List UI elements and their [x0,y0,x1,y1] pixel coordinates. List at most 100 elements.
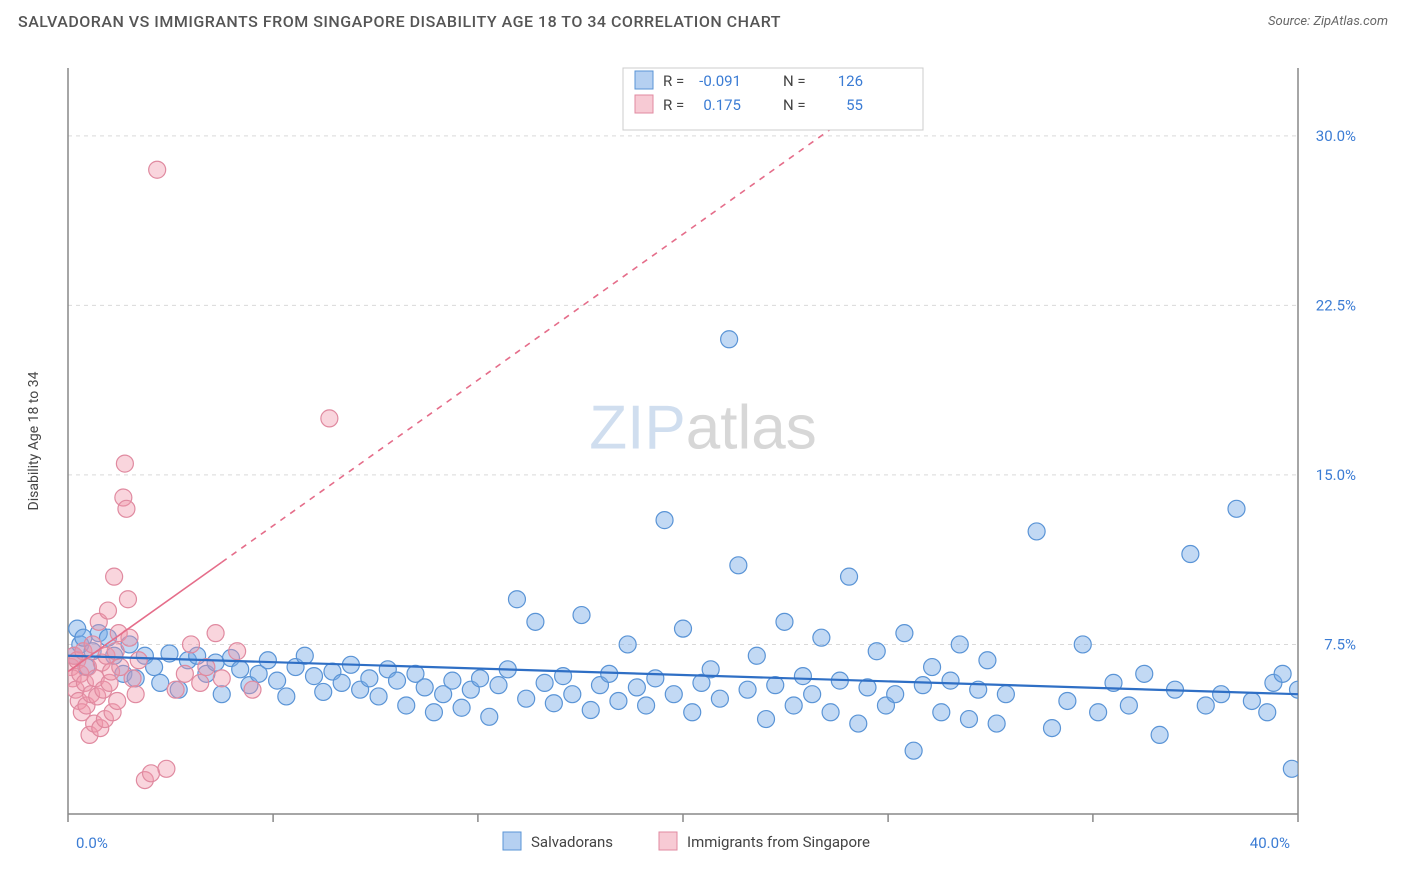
data-point-salvadorans [841,568,858,585]
data-point-salvadorans [979,652,996,669]
data-point-salvadorans [924,659,941,676]
stats-N-value-salvadorans: 126 [838,72,863,90]
data-point-salvadorans [960,711,977,728]
data-point-salvadorans [1059,692,1076,709]
data-point-salvadorans [306,668,323,685]
data-point-salvadorans [997,686,1014,703]
data-point-salvadorans [813,629,830,646]
bottom-swatch-singapore [659,832,677,850]
data-point-salvadorans [232,661,249,678]
data-point-salvadorans [389,672,406,689]
data-point-salvadorans [1283,760,1300,777]
data-point-singapore [119,591,136,608]
data-point-singapore [167,681,184,698]
data-point-salvadorans [785,697,802,714]
stats-R-label: R = [663,96,684,114]
data-point-salvadorans [684,704,701,721]
data-point-salvadorans [1028,523,1045,540]
data-point-salvadorans [1120,697,1137,714]
chart-title: SALVADORAN VS IMMIGRANTS FROM SINGAPORE … [18,12,781,31]
stats-N-label: N = [783,96,806,114]
data-point-salvadorans [758,711,775,728]
data-point-salvadorans [315,683,332,700]
data-point-singapore [118,500,135,517]
bottom-label-salvadorans: Salvadorans [531,833,613,851]
data-point-salvadorans [748,647,765,664]
data-point-salvadorans [453,699,470,716]
data-point-salvadorans [933,704,950,721]
stats-N-value-singapore: 55 [846,96,863,114]
data-point-singapore [149,161,166,178]
data-point-salvadorans [259,652,276,669]
data-point-salvadorans [361,670,378,687]
x-tick-label: 40.0% [1250,834,1290,852]
data-point-salvadorans [905,742,922,759]
data-point-salvadorans [619,636,636,653]
data-point-salvadorans [582,702,599,719]
data-point-salvadorans [1044,720,1061,737]
legend-swatch-singapore [635,95,653,113]
data-point-salvadorans [1274,665,1291,682]
data-point-salvadorans [490,677,507,694]
data-point-singapore [192,674,209,691]
data-point-salvadorans [444,672,461,689]
data-point-singapore [130,652,147,669]
data-point-salvadorans [951,636,968,653]
data-point-salvadorans [573,607,590,624]
stats-N-label: N = [783,72,806,90]
data-point-salvadorans [850,715,867,732]
data-point-salvadorans [269,672,286,689]
data-point-salvadorans [804,686,821,703]
data-point-salvadorans [481,708,498,725]
data-point-singapore [127,686,144,703]
data-point-salvadorans [1151,726,1168,743]
data-point-singapore [183,636,200,653]
data-point-salvadorans [767,677,784,694]
chart-container: 7.5%15.0%22.5%30.0%0.0%40.0%Disability A… [18,48,1388,874]
bottom-swatch-salvadorans [503,832,521,850]
data-point-salvadorans [1228,500,1245,517]
stats-R-label: R = [663,72,684,90]
data-point-salvadorans [628,679,645,696]
data-point-salvadorans [1243,692,1260,709]
data-point-singapore [124,670,141,687]
data-point-salvadorans [822,704,839,721]
data-point-singapore [229,643,246,660]
data-point-salvadorans [146,659,163,676]
data-point-salvadorans [739,681,756,698]
data-point-salvadorans [730,557,747,574]
data-point-salvadorans [675,620,692,637]
data-point-salvadorans [656,512,673,529]
legend-swatch-salvadorans [635,71,653,89]
bottom-label-singapore: Immigrants from Singapore [687,833,870,851]
data-point-salvadorans [508,591,525,608]
data-point-salvadorans [1290,681,1307,698]
data-point-singapore [207,625,224,642]
data-point-salvadorans [472,670,489,687]
data-point-salvadorans [1090,704,1107,721]
data-point-salvadorans [988,715,1005,732]
data-point-salvadorans [416,679,433,696]
data-point-salvadorans [425,704,442,721]
x-tick-label: 0.0% [76,834,108,852]
data-point-salvadorans [333,674,350,691]
data-point-salvadorans [887,686,904,703]
source-name: ZipAtlas.com [1313,14,1388,29]
data-point-salvadorans [794,668,811,685]
data-point-singapore [143,765,160,782]
data-point-singapore [109,692,126,709]
y-tick-label: 7.5% [1324,635,1356,653]
data-point-salvadorans [296,647,313,664]
y-axis-title: Disability Age 18 to 34 [26,371,42,510]
data-point-salvadorans [545,695,562,712]
data-point-salvadorans [942,672,959,689]
data-point-salvadorans [638,697,655,714]
y-tick-label: 30.0% [1316,127,1356,145]
data-point-salvadorans [527,613,544,630]
data-point-salvadorans [711,690,728,707]
data-point-salvadorans [610,692,627,709]
data-point-salvadorans [868,643,885,660]
data-point-salvadorans [370,688,387,705]
data-point-salvadorans [152,674,169,691]
data-point-singapore [176,665,193,682]
